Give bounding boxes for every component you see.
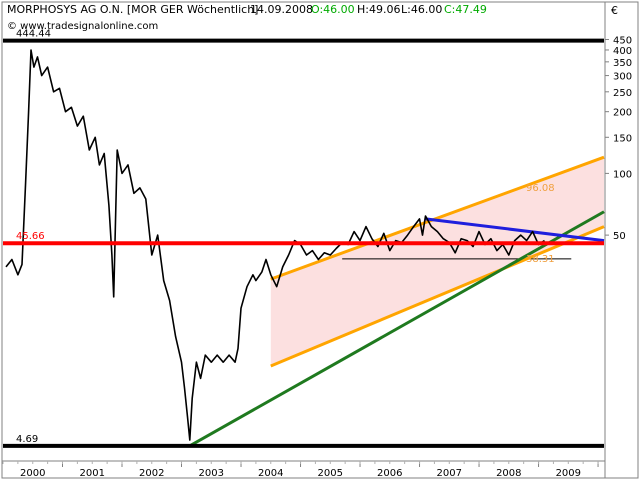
y-tick-label: 50: [613, 231, 626, 242]
low-value: L:46.00: [401, 3, 442, 16]
header-date: 14.09.2008: [250, 3, 313, 16]
channel-fill: [270, 157, 604, 366]
lines-layer: [189, 155, 605, 448]
horizontal-level-label: 4.69: [16, 434, 38, 445]
horizontal-level-label: 444.44: [16, 29, 51, 40]
x-tick-label: 2001: [80, 468, 105, 479]
horizontal-level-label: 45.66: [16, 231, 45, 242]
price-series-line: [5, 49, 545, 441]
channel-upper-line: [270, 155, 605, 281]
green-trendline: [189, 210, 605, 448]
close-value: C:47.49: [444, 3, 487, 16]
currency-label: €: [611, 4, 618, 17]
high-value: H:49.06: [357, 3, 400, 16]
website-watermark: © www.tradesignalonline.com: [7, 21, 158, 32]
y-tick-label: 100: [613, 169, 632, 180]
x-tick-label: 2009: [556, 468, 581, 479]
instrument-title: MORPHOSYS AG O.N. [MOR GER Wöchentlich]: [7, 3, 258, 16]
x-tick-label: 2005: [318, 468, 343, 479]
x-tick-label: 2003: [199, 468, 224, 479]
levels-layer: 444.44 45.66 4.69 96.08 38.31: [3, 29, 604, 448]
x-tick-label: 2008: [496, 468, 521, 479]
x-tick-label: 2006: [377, 468, 402, 479]
y-tick-label: 200: [613, 108, 632, 119]
y-tick-label: 250: [613, 88, 632, 99]
y-tick-label: 450: [613, 35, 632, 46]
channel-lower-line: [270, 225, 605, 368]
x-tick-label: 2000: [20, 468, 45, 479]
blue-resistance-line: [425, 217, 605, 243]
open-value: O:46.00: [311, 3, 355, 16]
x-tick-label: 2007: [437, 468, 462, 479]
price-layer: [5, 49, 545, 441]
channel-layer: [270, 157, 604, 366]
header: MORPHOSYS AG O.N. [MOR GER Wöchentlich] …: [7, 3, 618, 32]
y-tick-label: 400: [613, 46, 632, 57]
channel-upper-label: 96.08: [526, 183, 555, 194]
channel-lower-label: 38.31: [526, 254, 555, 265]
x-tick-label: 2002: [139, 468, 164, 479]
y-tick-label: 350: [613, 58, 632, 69]
y-tick-label: 300: [613, 72, 632, 83]
x-tick-label: 2004: [258, 468, 283, 479]
y-tick-label: 150: [613, 133, 632, 144]
